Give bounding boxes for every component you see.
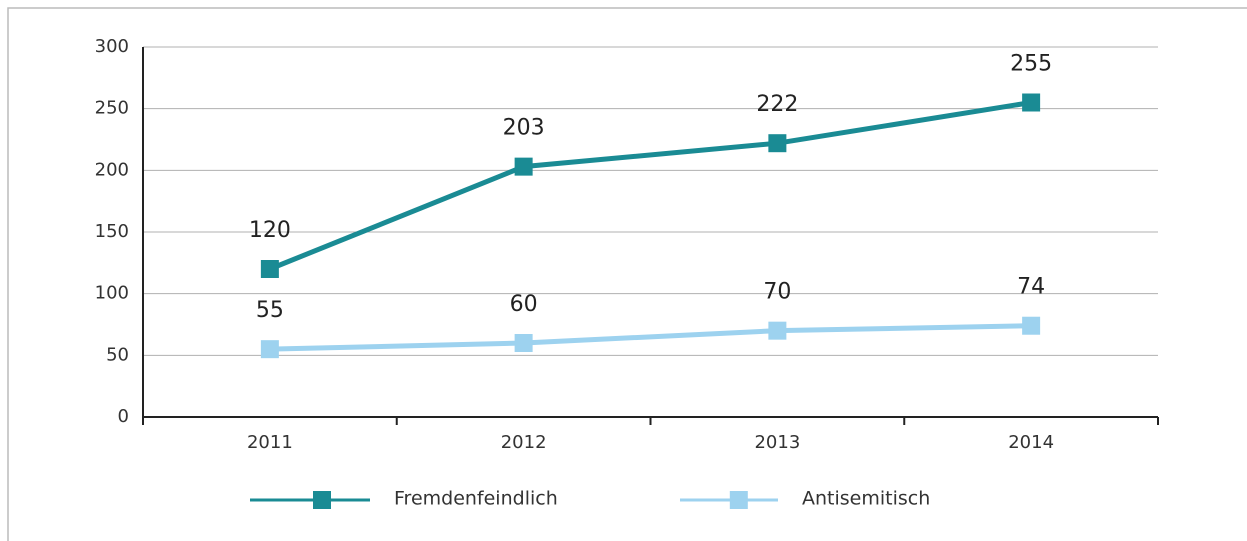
legend-label: Fremdenfeindlich xyxy=(394,488,558,510)
marker xyxy=(1022,93,1041,112)
x-tick-label: 2012 xyxy=(501,432,547,453)
data-label: 203 xyxy=(503,116,545,141)
y-tick-label: 200 xyxy=(95,159,129,180)
y-tick-label: 100 xyxy=(95,283,129,304)
data-label: 74 xyxy=(1017,275,1045,300)
legend-marker xyxy=(313,491,331,509)
marker xyxy=(260,260,279,278)
x-tick-label: 2013 xyxy=(754,432,800,453)
y-tick-label: 250 xyxy=(95,98,129,119)
legend-label: Antisemitisch xyxy=(802,488,930,510)
marker xyxy=(260,340,279,359)
data-label: 222 xyxy=(756,92,798,117)
marker xyxy=(768,321,787,340)
y-tick-label: 0 xyxy=(118,406,129,427)
marker xyxy=(514,334,533,352)
x-tick-label: 2014 xyxy=(1008,432,1054,453)
marker xyxy=(768,134,787,153)
data-label: 55 xyxy=(256,298,284,323)
data-label: 70 xyxy=(763,280,791,305)
legend-marker xyxy=(729,491,748,509)
series-line xyxy=(269,323,1032,352)
frame xyxy=(7,7,1247,541)
y-tick-label: 300 xyxy=(95,36,129,57)
marker xyxy=(1022,316,1041,335)
y-tick-label: 50 xyxy=(106,344,129,365)
x-tick-label: 2011 xyxy=(247,432,293,453)
data-label: 255 xyxy=(1010,52,1052,77)
marker xyxy=(514,157,533,176)
data-label: 120 xyxy=(249,218,291,243)
y-tick-label: 150 xyxy=(95,221,129,242)
data-label: 60 xyxy=(510,292,538,317)
series-line xyxy=(268,100,1032,272)
